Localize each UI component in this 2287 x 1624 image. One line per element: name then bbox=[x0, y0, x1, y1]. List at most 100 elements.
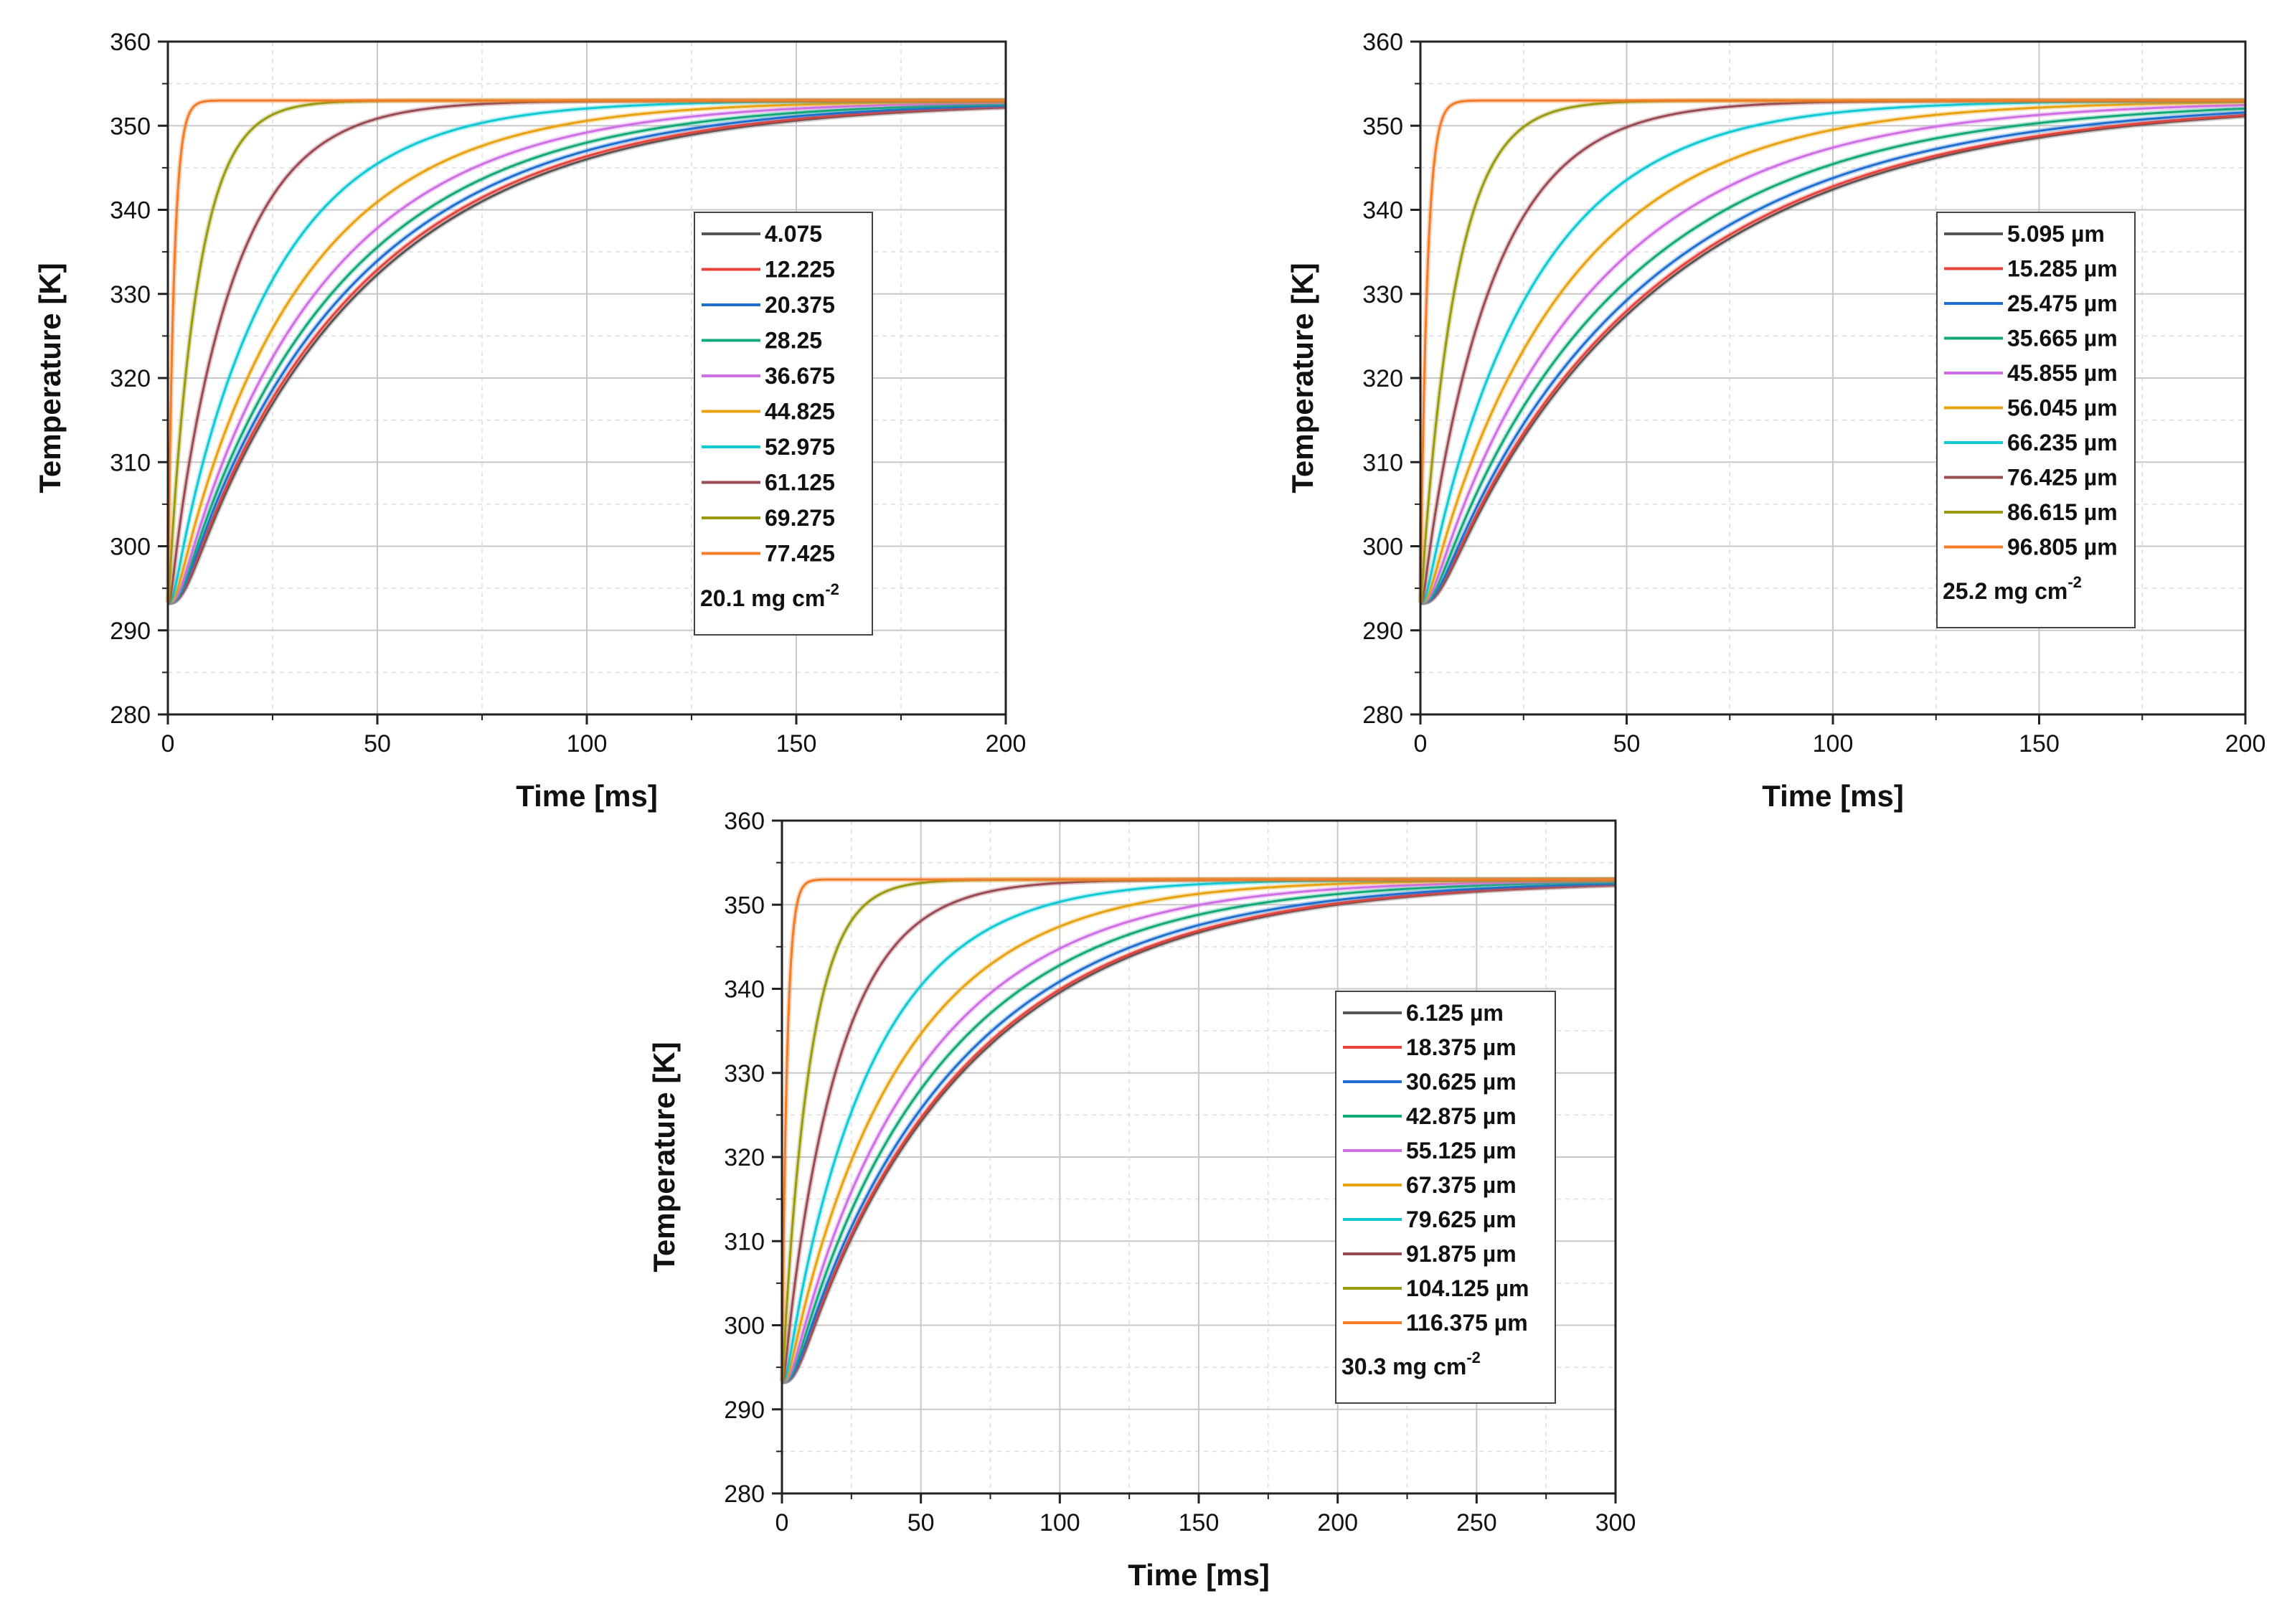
series-line-15-285-m bbox=[1419, 113, 2246, 604]
legend-label-6-125-m: 6.125 µm bbox=[1406, 1000, 1504, 1026]
x-tick-label: 50 bbox=[1613, 730, 1641, 757]
y-axis-title: Temperature [K] bbox=[1286, 263, 1319, 493]
y-tick-label: 280 bbox=[724, 1481, 765, 1508]
legend-label-12-225: 12.225 bbox=[765, 257, 835, 283]
y-tick-label: 350 bbox=[724, 892, 765, 919]
legend-label-79-625-m: 79.625 µm bbox=[1406, 1207, 1517, 1232]
x-tick-label: 50 bbox=[907, 1509, 935, 1536]
series-line-116-375-m bbox=[781, 878, 1616, 1383]
legend-label-28-25: 28.25 bbox=[765, 328, 822, 354]
legend-label-52-975: 52.975 bbox=[765, 434, 835, 460]
series-line-20-375 bbox=[166, 104, 1006, 604]
x-tick-label: 0 bbox=[161, 730, 175, 757]
series-line-67-375-m bbox=[781, 879, 1616, 1383]
y-axis-title: Temperature [K] bbox=[33, 263, 67, 493]
y-tick-label: 350 bbox=[110, 113, 151, 140]
x-tick-label: 150 bbox=[2019, 730, 2060, 757]
x-tick-label: 100 bbox=[1813, 730, 1854, 757]
series-line-28-25 bbox=[166, 103, 1006, 604]
series-line-66-235-m bbox=[1419, 100, 2246, 604]
series-line-12-225 bbox=[166, 105, 1006, 604]
series-line-35-665-m bbox=[1419, 107, 2246, 604]
legend-label-18-375-m: 18.375 µm bbox=[1406, 1034, 1517, 1060]
series-line-96-805-m bbox=[1419, 99, 2245, 604]
series-line-44-825 bbox=[166, 100, 1006, 604]
legend-loading-note: 20.1 mg cm-2 bbox=[700, 580, 839, 611]
x-tick-label: 250 bbox=[1456, 1509, 1497, 1536]
legend-box bbox=[694, 212, 873, 636]
x-tick-label: 100 bbox=[567, 730, 608, 757]
legend-label-67-375-m: 67.375 µm bbox=[1406, 1172, 1517, 1198]
legend-label-4-075: 4.075 bbox=[765, 221, 822, 247]
legend-label-104-125-m: 104.125 µm bbox=[1406, 1275, 1529, 1301]
x-tick-label: 300 bbox=[1595, 1509, 1636, 1536]
axes: 0 50 100 150 200 280 290 300 310 320 330 340 350 360 bbox=[1362, 29, 2265, 757]
legend-label-5-095-m: 5.095 µm bbox=[2007, 221, 2105, 247]
x-axis-title: Time [ms] bbox=[1128, 1558, 1270, 1592]
y-tick-label: 360 bbox=[724, 808, 765, 835]
legend-label-61-125: 61.125 bbox=[765, 470, 835, 496]
x-tick-label: 0 bbox=[1414, 730, 1428, 757]
y-tick-label: 290 bbox=[110, 618, 151, 645]
series-line-52-975 bbox=[166, 99, 1006, 604]
series-line-56-045-m bbox=[1419, 101, 2246, 604]
x-tick-label: 150 bbox=[776, 730, 817, 757]
legend-label-96-805-m: 96.805 µm bbox=[2007, 534, 2118, 560]
legend-label-56-045-m: 56.045 µm bbox=[2007, 395, 2118, 421]
series-line-4-075 bbox=[166, 106, 1006, 604]
y-tick-label: 280 bbox=[110, 702, 151, 729]
series-line-36-675 bbox=[166, 101, 1006, 604]
x-tick-label: 200 bbox=[986, 730, 1027, 757]
y-tick-label: 310 bbox=[1362, 449, 1403, 476]
legend-label-25-475-m: 25.475 µm bbox=[2007, 291, 2118, 316]
series-line-45-855-m bbox=[1419, 103, 2246, 604]
series-line-55-125-m bbox=[781, 879, 1616, 1383]
x-tick-label: 50 bbox=[364, 730, 391, 757]
y-tick-label: 290 bbox=[724, 1397, 765, 1424]
y-tick-label: 360 bbox=[1362, 29, 1403, 56]
legend-label-77-425: 77.425 bbox=[765, 541, 835, 567]
x-tick-label: 200 bbox=[2225, 730, 2266, 757]
y-tick-label: 300 bbox=[1362, 534, 1403, 561]
y-tick-label: 290 bbox=[1362, 618, 1403, 645]
y-tick-label: 340 bbox=[110, 197, 151, 225]
legend-loading-note: 25.2 mg cm-2 bbox=[1943, 573, 2082, 604]
y-tick-label: 320 bbox=[724, 1144, 765, 1171]
chart-panel-25-2-mg: 0 50 100 150 200 280 290 300 310 320 330 340 350 360 T… bbox=[1286, 29, 2265, 813]
x-axis-title: Time [ms] bbox=[1762, 779, 1904, 813]
y-tick-label: 320 bbox=[110, 365, 151, 392]
series-group bbox=[779, 877, 1616, 1384]
legend-label-116-375-m: 116.375 µm bbox=[1406, 1310, 1528, 1336]
axes: 0 50 100 150 200 250 300 280 290 300 310 320 330 340 3… bbox=[724, 808, 1636, 1536]
series-line-77-425 bbox=[166, 99, 1006, 604]
series-line-30-625-m bbox=[781, 882, 1616, 1383]
legend: 6.125 µm 18.375 µm 30.625 µm 42.875 µm 55.12… bbox=[1335, 991, 1556, 1404]
legend-label-20-375: 20.375 bbox=[765, 292, 835, 318]
y-tick-label: 280 bbox=[1362, 702, 1403, 729]
y-tick-label: 310 bbox=[724, 1228, 765, 1255]
legend-label-36-675: 36.675 bbox=[765, 363, 835, 389]
legend-label-15-285-m: 15.285 µm bbox=[2007, 256, 2118, 282]
y-tick-label: 330 bbox=[724, 1060, 765, 1087]
legend-label-76-425-m: 76.425 µm bbox=[2007, 465, 2118, 491]
series-line-25-475-m bbox=[1419, 111, 2246, 604]
legend-label-45-855-m: 45.855 µm bbox=[2007, 360, 2118, 386]
y-tick-label: 350 bbox=[1362, 113, 1403, 140]
series-line-42-875-m bbox=[781, 881, 1616, 1383]
legend-label-69-275: 69.275 bbox=[765, 505, 835, 531]
chart-panel-30-3-mg: 0 50 100 150 200 250 300 280 290 300 310 320 330 340 3… bbox=[647, 808, 1636, 1592]
legend: 5.095 µm 15.285 µm 25.475 µm 35.665 µm 45.85… bbox=[1936, 212, 2136, 628]
y-tick-label: 300 bbox=[110, 534, 151, 561]
chart-panel-20-1-mg: 0 50 100 150 200 280 290 300 310 320 330 340 350 360 T… bbox=[33, 29, 1026, 813]
legend-label-42-875-m: 42.875 µm bbox=[1406, 1103, 1517, 1129]
y-tick-label: 340 bbox=[724, 976, 765, 1004]
y-tick-label: 320 bbox=[1362, 365, 1403, 392]
legend-box bbox=[1335, 991, 1556, 1404]
axes: 0 50 100 150 200 280 290 300 310 320 330 340 350 360 bbox=[110, 29, 1026, 757]
y-tick-label: 330 bbox=[110, 281, 151, 308]
y-tick-label: 360 bbox=[110, 29, 151, 56]
legend: 4.075 12.225 20.375 28.25 36.675 44.825 52.975… bbox=[694, 212, 873, 636]
x-tick-label: 100 bbox=[1039, 1509, 1080, 1536]
series-line-18-375-m bbox=[781, 883, 1616, 1383]
